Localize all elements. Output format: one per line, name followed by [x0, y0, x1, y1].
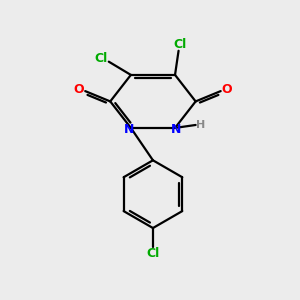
- Text: Cl: Cl: [146, 247, 160, 260]
- Text: Cl: Cl: [94, 52, 107, 64]
- Text: O: O: [74, 83, 84, 96]
- Text: O: O: [222, 83, 232, 96]
- Text: H: H: [196, 120, 206, 130]
- Text: N: N: [171, 123, 182, 136]
- Text: N: N: [124, 123, 135, 136]
- Text: Cl: Cl: [173, 38, 187, 51]
